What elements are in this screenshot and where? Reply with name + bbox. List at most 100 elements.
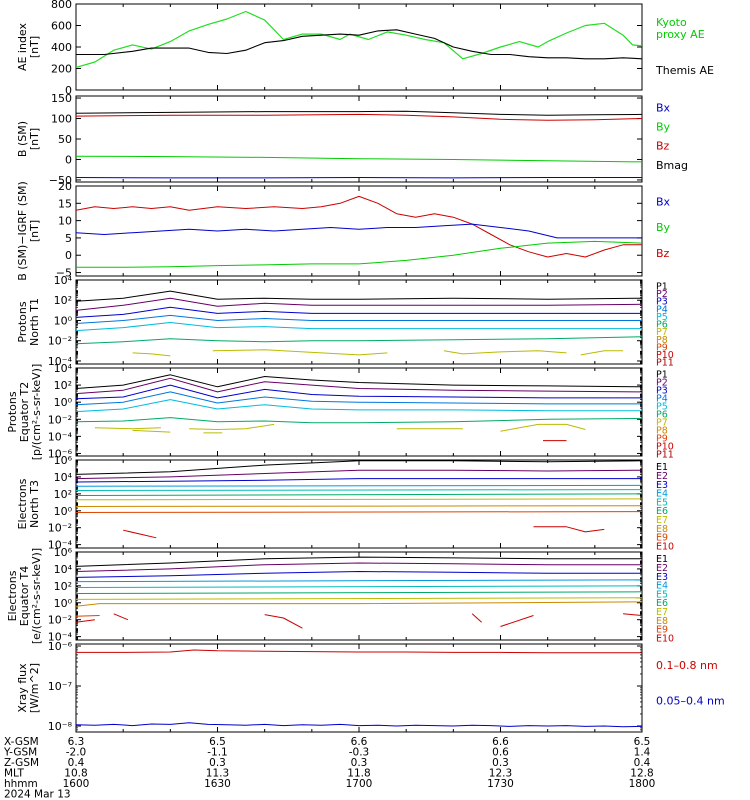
orbit-value: 0.4 <box>634 757 651 769</box>
y-tick-label: 10⁰ <box>54 396 73 409</box>
legend-label: E2 <box>656 471 668 482</box>
y-tick-label: 600 <box>51 20 72 33</box>
legend-label: P2 <box>656 289 668 300</box>
panel-frame-protons_t2 <box>75 367 643 457</box>
y-tick-label: 10⁻² <box>48 522 72 535</box>
legend-label: E7 <box>656 515 668 526</box>
y-tick-label: 10⁴ <box>54 362 73 375</box>
series-line-p4 <box>75 314 642 324</box>
orbit-value: 12.3 <box>489 768 512 780</box>
legend-label: Kyoto <box>656 16 687 29</box>
series-line-e8 <box>75 505 643 507</box>
series-line-e3 <box>75 478 642 483</box>
legend-label: E5 <box>656 589 668 600</box>
orbit-value: 11.8 <box>347 768 370 780</box>
series-line-bz <box>75 195 642 258</box>
series-line-e10 <box>471 613 482 623</box>
legend-label: P1 <box>656 281 668 292</box>
legend-label: E1 <box>656 554 668 565</box>
legend-label: Bx <box>656 101 671 114</box>
series-line-p7 <box>212 349 388 356</box>
series-line-p2 <box>75 297 643 311</box>
y-tick-label: 10⁻⁷ <box>48 680 72 693</box>
series-line-e5 <box>75 585 643 588</box>
y-tick-label: 10⁴ <box>54 274 73 287</box>
series-line-bmag <box>75 110 643 116</box>
panel-frame-ae <box>75 3 643 91</box>
y-tick-label: −5 <box>56 267 72 280</box>
legend-label: E4 <box>656 581 668 592</box>
series-line-p7 <box>443 350 567 355</box>
legend-label: Bz <box>656 140 670 153</box>
y-axis-label: [nT] <box>28 128 41 150</box>
y-axis-label: Xray flux <box>16 663 29 713</box>
legend-label: P3 <box>656 386 668 397</box>
series-line-e10 <box>623 613 643 616</box>
orbit-value: 1.4 <box>634 747 651 759</box>
orbit-value: 1630 <box>204 778 231 790</box>
series-line-e6 <box>75 591 643 594</box>
orbit-value: 6.6 <box>351 736 368 748</box>
y-tick-label: 10⁻⁴ <box>48 631 73 644</box>
legend-label: By <box>656 121 671 134</box>
y-tick-label: 10⁶ <box>54 546 73 559</box>
legend-label: Themis AE <box>655 64 714 77</box>
series-line-e1 <box>75 556 642 567</box>
series-line-e6 <box>75 493 643 496</box>
y-axis-label: Electrons <box>6 570 19 621</box>
panel-frame-xray <box>75 643 643 733</box>
y-tick-label: 10⁰ <box>54 505 73 518</box>
series-line-e10 <box>113 613 129 621</box>
orbit-value: 0.3 <box>351 757 368 769</box>
legend-label: P7 <box>656 418 668 429</box>
legend-label: E10 <box>656 633 674 644</box>
orbit-value: -2.0 <box>66 747 87 759</box>
series-line-p1 <box>75 374 643 389</box>
series-line-e9 <box>75 615 100 617</box>
series-line-p3 <box>75 306 642 318</box>
orbit-value: 6.5 <box>209 736 226 748</box>
y-tick-label: 10⁻⁸ <box>48 720 73 733</box>
y-axis-label: North T1 <box>28 298 41 346</box>
y-tick-label: 10⁻⁴ <box>48 355 73 368</box>
legend-label: Bmag <box>656 159 688 172</box>
orbit-value: 1730 <box>487 778 514 790</box>
orbit-value: 11.3 <box>206 768 229 780</box>
y-tick-label: 0 <box>65 249 72 262</box>
legend-label: P6 <box>656 320 668 331</box>
legend-label: P8 <box>656 426 668 437</box>
series-line-e2 <box>75 469 643 480</box>
y-tick-label: 10² <box>54 488 72 501</box>
series-line-e4 <box>75 579 643 583</box>
series-line-p7 <box>580 350 624 356</box>
y-tick-label: 10⁻² <box>48 614 72 627</box>
y-tick-label: 100 <box>51 113 72 126</box>
orbit-value: 10.8 <box>64 768 87 780</box>
legend-label: P10 <box>656 442 674 453</box>
orbit-value: -0.3 <box>349 747 370 759</box>
y-tick-label: 10 <box>58 215 72 228</box>
orbit-row-label: hhmm <box>4 778 38 790</box>
y-axis-label: Protons <box>16 301 29 342</box>
series-line-by <box>75 155 643 163</box>
legend-label: E2 <box>656 563 668 574</box>
series-line-bx <box>75 223 642 239</box>
series-line-p3 <box>75 384 642 400</box>
y-tick-label: 400 <box>51 41 72 54</box>
orbit-value: 0.3 <box>209 757 226 769</box>
y-axis-label: Equator T2 <box>18 382 31 442</box>
y-tick-label: 10⁻⁶ <box>48 447 73 460</box>
legend-label: P5 <box>656 312 668 323</box>
series-line-e9 <box>75 511 643 513</box>
legend-label: E3 <box>656 572 668 583</box>
legend-label: 0.05–0.4 nm <box>656 694 725 707</box>
series-line-themis-ae <box>76 29 643 60</box>
legend-label: P1 <box>656 370 668 381</box>
series-line-p7 <box>132 352 171 357</box>
legend-label: Bz <box>656 247 670 260</box>
series-line-by <box>76 240 643 268</box>
series-line-e10 <box>500 615 534 627</box>
legend-label: P9 <box>656 434 668 445</box>
legend-label: E3 <box>656 480 668 491</box>
